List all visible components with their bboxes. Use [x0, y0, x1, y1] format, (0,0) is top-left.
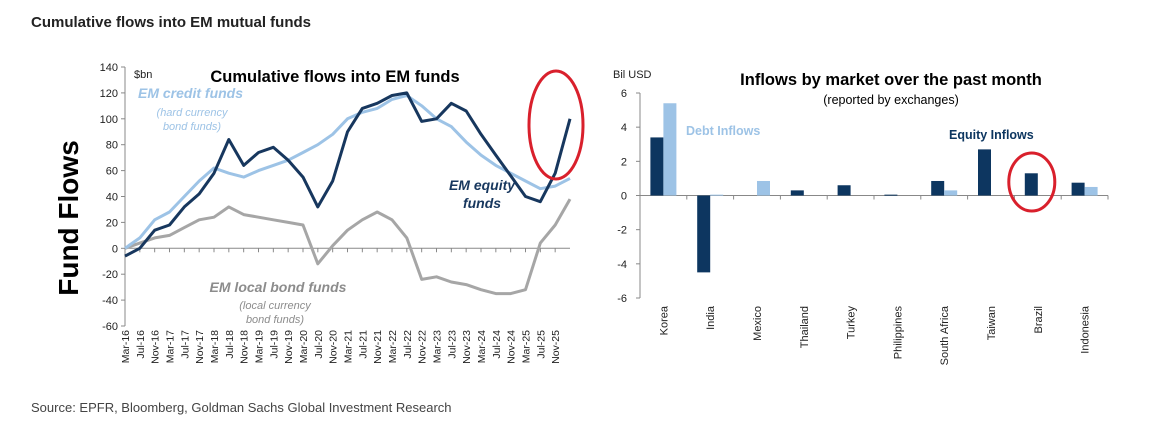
y-tick-label: -20	[102, 269, 118, 281]
x-tick-label: Mar-17	[165, 330, 177, 363]
chart-subtitle: (reported by exchanges)	[823, 93, 959, 107]
series-label-debt-inflows: Debt Inflows	[686, 124, 760, 138]
bar-debt-inflows	[1084, 186, 1098, 196]
bar-equity-inflows	[884, 194, 898, 196]
series-line-em-equity-funds	[124, 91, 572, 258]
y-tick-label: 0	[112, 243, 118, 255]
x-tick-label: Mar-23	[432, 330, 444, 363]
y-tick-label: -6	[617, 293, 627, 305]
x-tick-label: Jul-21	[357, 330, 369, 359]
x-tick-label: Jul-25	[535, 330, 547, 359]
y-tick-label: -40	[102, 295, 118, 307]
x-tick-label: Mar-24	[476, 330, 488, 363]
annotation-credit-sub1: (hard currency	[157, 107, 229, 119]
bar-equity-inflows	[1071, 182, 1085, 196]
x-tick-label: Jul-18	[224, 330, 236, 359]
x-tick-label: Mar-18	[209, 330, 221, 363]
x-tick-label: Nov-25	[550, 330, 562, 364]
x-category-label: Philippines	[892, 306, 904, 360]
x-tick-label: Jul-24	[491, 330, 503, 359]
bar-debt-inflows	[710, 194, 724, 196]
x-category-label: Thailand	[799, 306, 811, 348]
annotation-equity-funds: EM equity	[449, 177, 516, 193]
x-tick-label: Jul-17	[179, 330, 191, 359]
series-label-equity-inflows: Equity Inflows	[949, 128, 1034, 142]
y-unit-label: $bn	[134, 69, 152, 81]
bar-equity-inflows	[697, 195, 711, 273]
y-tick-label: -2	[617, 225, 627, 237]
x-tick-label: Nov-23	[461, 330, 473, 364]
annotation-equity-funds-2: funds	[463, 195, 501, 211]
page-title: Cumulative flows into EM mutual funds	[31, 14, 312, 31]
chart-title: Cumulative flows into EM funds	[210, 68, 459, 86]
bar-equity-inflows	[790, 190, 804, 196]
y-tick-label: 2	[621, 156, 627, 168]
x-tick-label: Mar-21	[343, 330, 355, 363]
bar-equity-inflows	[1024, 173, 1038, 196]
x-tick-label: Jul-23	[446, 330, 458, 359]
x-tick-label: Mar-16	[120, 330, 132, 363]
bar-debt-inflows	[663, 103, 677, 196]
chart-title: Inflows by market over the past month	[740, 71, 1042, 89]
y-tick-label: 120	[100, 88, 118, 100]
x-tick-label: Mar-22	[387, 330, 399, 363]
y-unit-label: Bil USD	[613, 69, 652, 81]
highlight-ellipse	[527, 69, 585, 181]
bar-debt-inflows	[944, 190, 958, 196]
x-tick-label: Nov-16	[150, 330, 162, 364]
y-tick-label: 4	[621, 122, 627, 134]
y-tick-label: 80	[106, 140, 118, 152]
bar-equity-inflows	[931, 180, 945, 196]
y-tick-label: 100	[100, 114, 118, 126]
series-line-em-local-bond-funds	[124, 198, 572, 296]
series-line-em-credit-funds	[124, 94, 571, 250]
annotation-credit-sub2: bond funds)	[163, 121, 221, 133]
x-tick-label: Jul-19	[268, 330, 280, 359]
annotation-local-bond-funds: EM local bond funds	[210, 279, 347, 295]
x-tick-label: Nov-17	[194, 330, 206, 364]
y-tick-label: 0	[621, 191, 627, 203]
bar-chart-inflows-by-market: -6 -4 -2 0 2 4 6 Bil USD Inflows by market over …	[613, 69, 1109, 365]
x-tick-label: Jul-22	[402, 330, 414, 359]
x-category-label: South Africa	[939, 305, 951, 365]
highlight-ellipse	[1007, 151, 1057, 213]
x-tick-label: Nov-18	[239, 330, 251, 364]
x-category-label: Brazil	[1033, 306, 1045, 334]
x-category-label: Taiwan	[986, 306, 998, 340]
bar-equity-inflows	[978, 149, 991, 196]
y-tick-label: 140	[100, 62, 118, 74]
x-tick-label: Mar-25	[521, 330, 533, 363]
bar-debt-inflows	[757, 180, 770, 196]
x-tick-label: Nov-20	[328, 330, 340, 364]
y-tick-label: 60	[106, 166, 118, 178]
x-category-label: India	[705, 305, 717, 330]
y-axis-title: Fund Flows	[53, 140, 84, 296]
x-category-label: Mexico	[752, 306, 764, 341]
x-category-label: Turkey	[846, 306, 858, 340]
x-tick-label: Jul-16	[135, 330, 147, 359]
source-note: Source: EPFR, Bloomberg, Goldman Sachs G…	[31, 400, 452, 415]
y-tick-label: -60	[102, 321, 118, 333]
bar-equity-inflows	[650, 137, 664, 196]
annotation-credit-funds: EM credit funds	[138, 85, 243, 101]
x-tick-label: Nov-22	[417, 330, 429, 364]
x-tick-label: Nov-19	[283, 330, 295, 364]
x-tick-label: Mar-20	[298, 330, 310, 363]
x-tick-label: Jul-20	[313, 330, 325, 359]
x-tick-label: Nov-24	[506, 330, 518, 364]
x-category-label: Indonesia	[1080, 305, 1092, 354]
y-tick-label: 20	[106, 217, 118, 229]
y-tick-label: 6	[621, 88, 627, 100]
x-tick-label: Nov-21	[372, 330, 384, 364]
x-category-label: Korea	[658, 305, 670, 335]
bar-equity-inflows	[837, 185, 851, 196]
x-tick-label: Mar-19	[254, 330, 266, 363]
annotation-local-sub2: bond funds)	[246, 314, 304, 326]
y-tick-label: 40	[106, 192, 118, 204]
y-tick-label: -4	[617, 259, 627, 271]
annotation-local-sub1: (local currency	[239, 300, 312, 312]
